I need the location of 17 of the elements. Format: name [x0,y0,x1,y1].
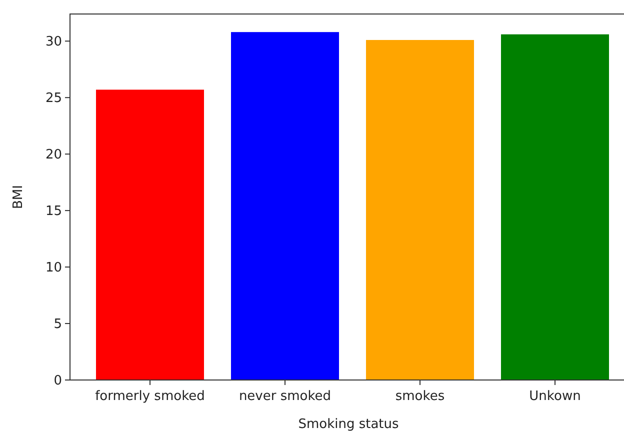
y-tick-label: 30 [45,34,62,50]
y-tick-label: 5 [54,317,62,332]
y-tick-label: 10 [45,260,62,276]
y-tick-label: 25 [45,91,62,106]
y-axis-title: BMI [11,185,26,209]
bar [366,40,474,380]
y-tick-label: 15 [45,204,62,220]
x-tick-label: Unkown [529,389,581,404]
y-tick-label: 20 [45,148,62,163]
bar [231,32,339,380]
bar [501,34,609,380]
x-tick-label: smokes [395,389,445,404]
x-axis-title: Smoking status [298,417,400,431]
y-tick-label: 0 [54,374,62,389]
bar [96,90,204,380]
x-tick-label: formerly smoked [95,389,205,404]
x-tick-label: never smoked [238,389,332,404]
